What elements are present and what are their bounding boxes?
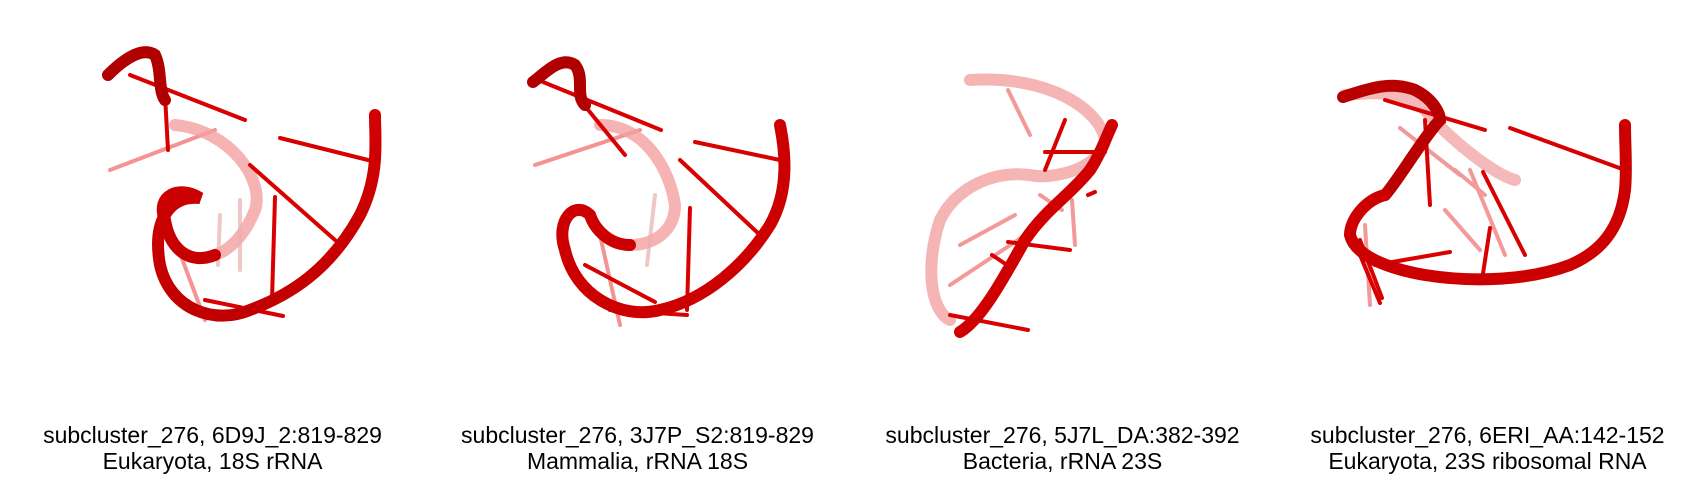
structure-panel-4: subcluster_276, 6ERI_AA:142-152 Eukaryot…: [1275, 0, 1700, 480]
rna-structure-image-3: [925, 73, 1118, 338]
caption-line-2: Mammalia, rRNA 18S: [526, 448, 749, 474]
rna-structure-image-2: [527, 56, 791, 327]
caption-line-1: subcluster_276, 3J7P_S2:819-829: [461, 422, 814, 448]
rna-structure-image-4: [1337, 79, 1632, 307]
caption-line-2: Eukaryota, 18S rRNA: [102, 448, 323, 474]
structure-panel-3: subcluster_276, 5J7L_DA:382-392 Bacteria…: [850, 0, 1275, 480]
caption-line-1: subcluster_276, 5J7L_DA:382-392: [885, 422, 1240, 448]
structure-panel-1: subcluster_276, 6D9J_2:819-829 Eukaryota…: [0, 0, 425, 480]
caption-line-1: subcluster_276, 6ERI_AA:142-152: [1310, 422, 1665, 448]
caption-line-1: subcluster_276, 6D9J_2:819-829: [43, 422, 382, 448]
structure-panel-2: subcluster_276, 3J7P_S2:819-829 Mammalia…: [425, 0, 850, 480]
caption-line-2: Bacteria, rRNA 23S: [962, 448, 1163, 474]
rna-structure-image-1: [102, 46, 382, 322]
caption-line-2: Eukaryota, 23S ribosomal RNA: [1328, 448, 1647, 474]
